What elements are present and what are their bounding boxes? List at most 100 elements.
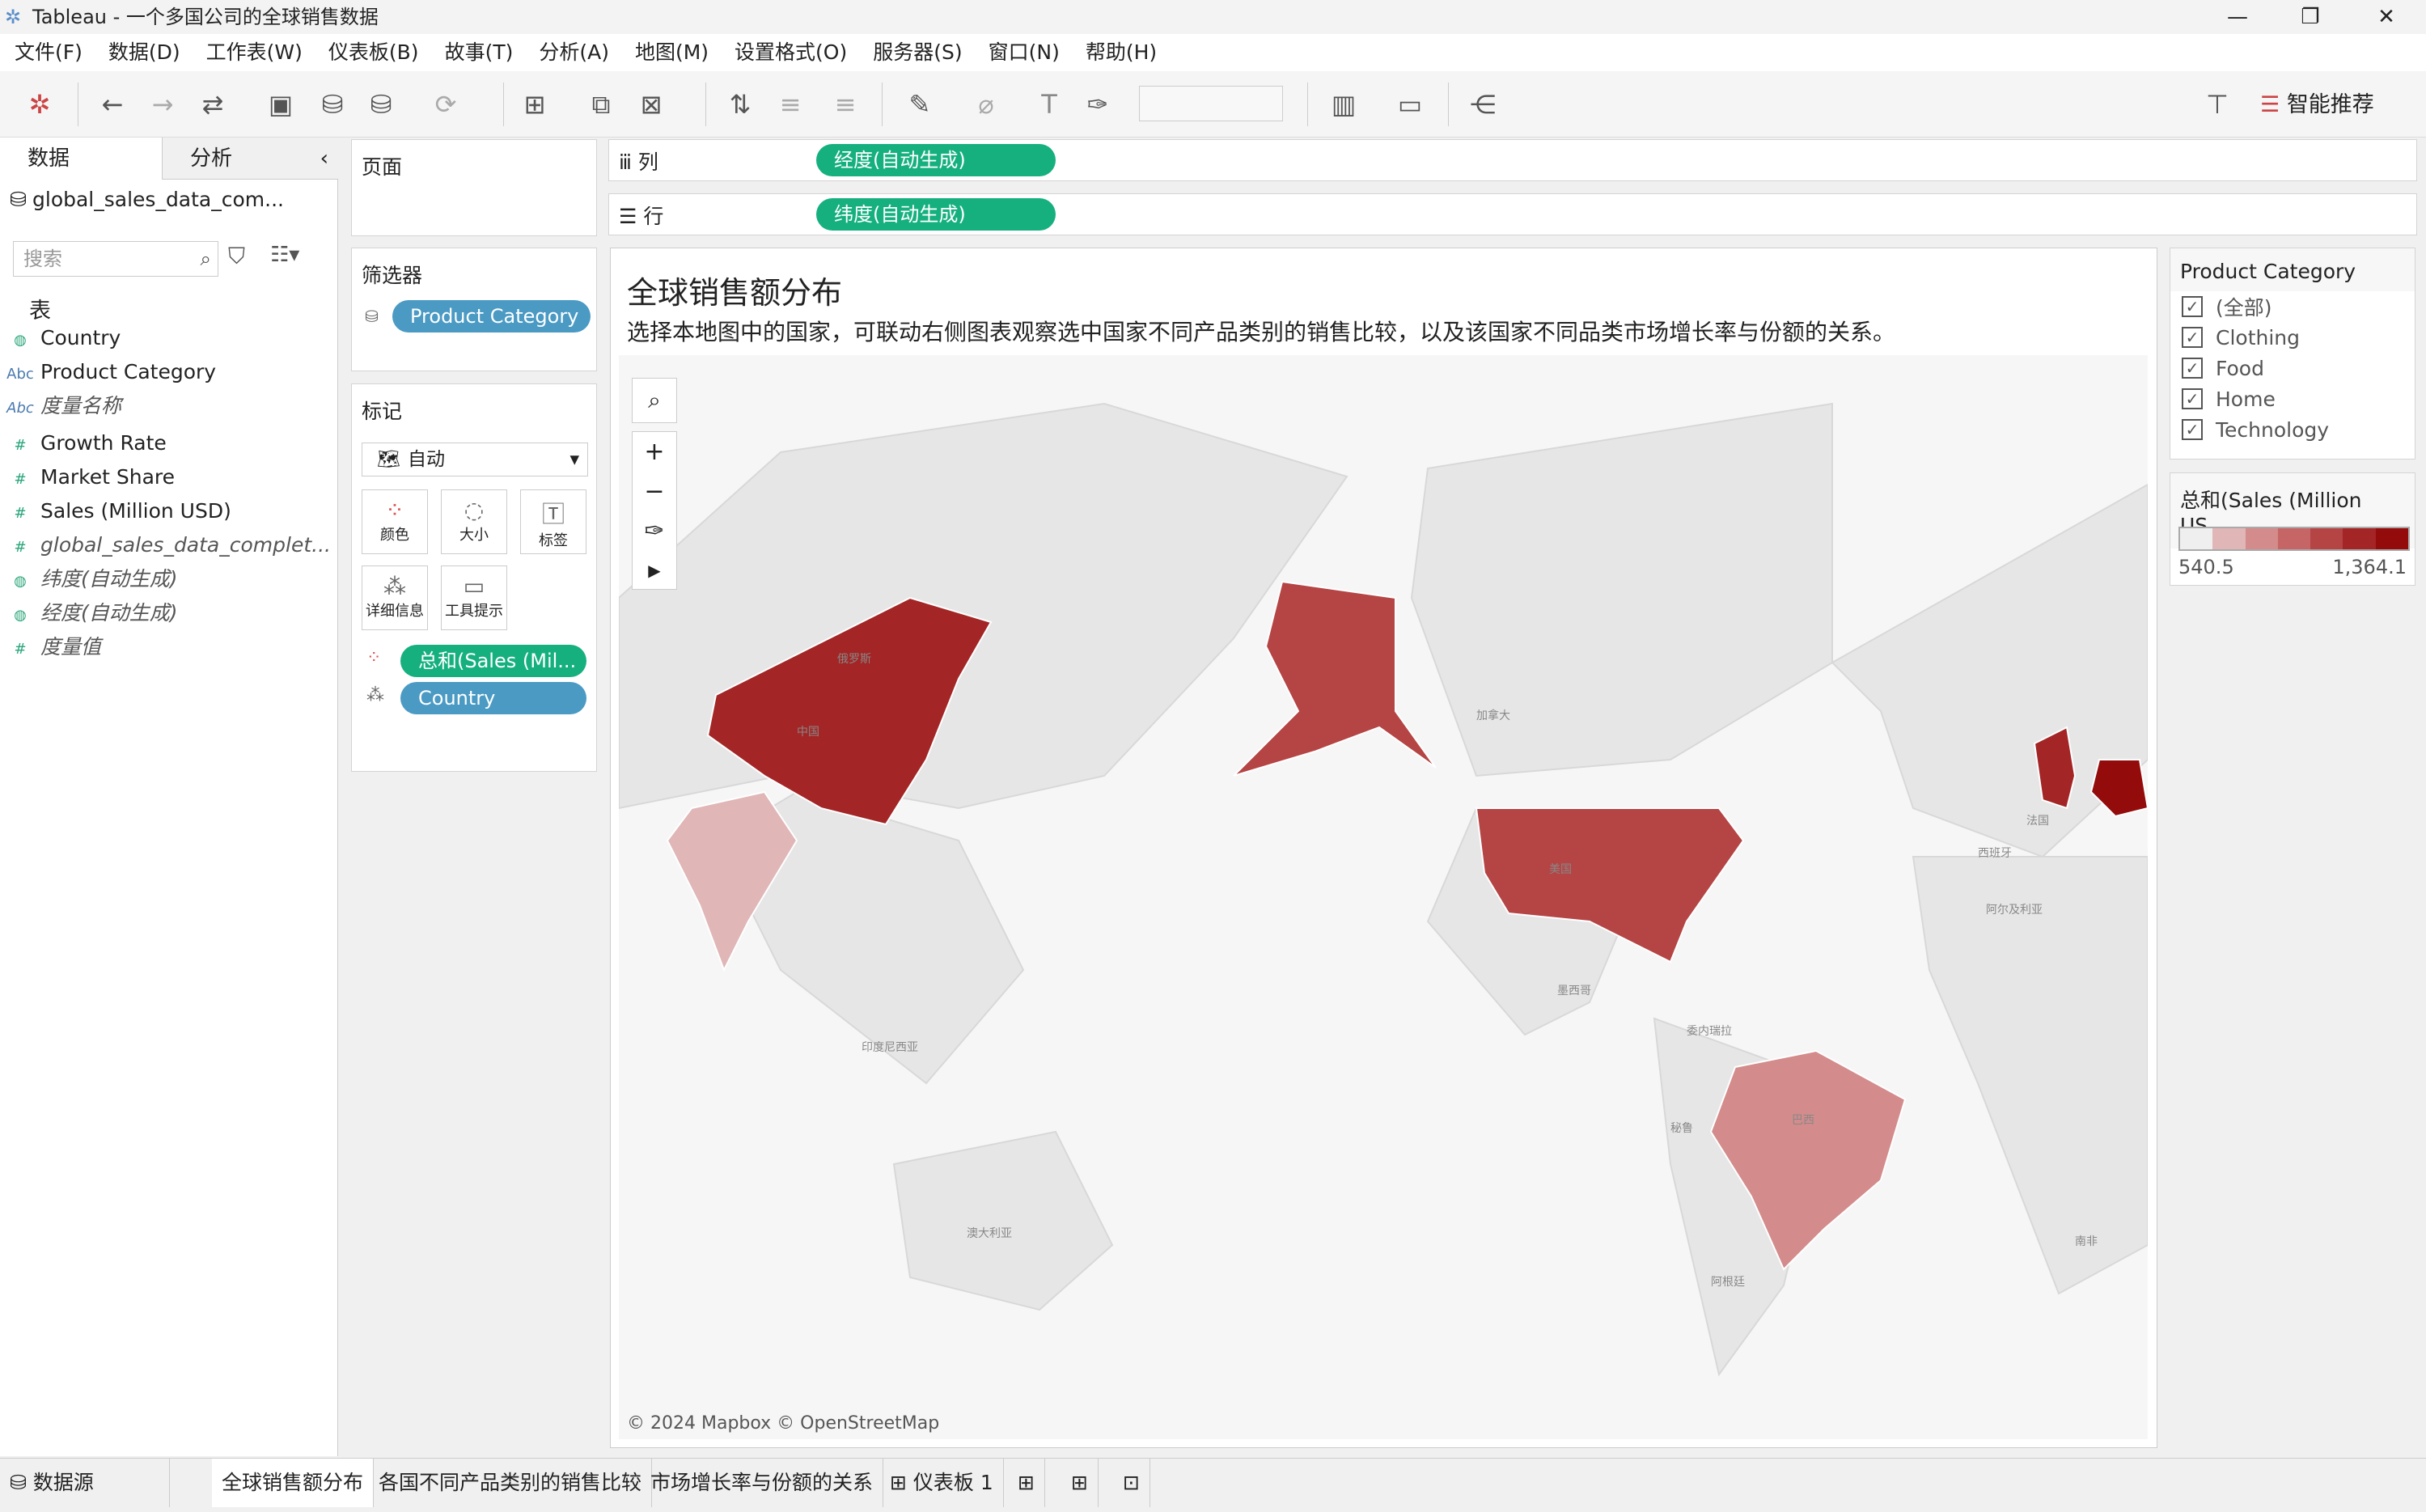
filter-icon[interactable]: ⛉ (228, 243, 246, 269)
menu-analysis[interactable]: 分析(A) (539, 40, 609, 64)
rows-shelf[interactable]: ☰ 行 纬度(自动生成) (608, 193, 2417, 235)
field-item[interactable]: ◍ Country (0, 322, 332, 354)
sort-asc-icon[interactable]: ≡ (779, 89, 802, 120)
checkbox-icon[interactable]: ✓ (2182, 296, 2203, 317)
color-button[interactable]: ⁘ 颜色 (362, 489, 428, 554)
field-item[interactable]: # Sales (Million USD) (0, 495, 332, 527)
smart-recommend-button[interactable]: ☰ 智能推荐 (2260, 89, 2374, 121)
filter-option[interactable]: ✓ Food (2170, 353, 2415, 383)
marks-pill-sales[interactable]: 总和(Sales (Mil... (400, 645, 586, 677)
zoom-out-button[interactable]: − (644, 477, 665, 506)
columns-pill-longitude[interactable]: 经度(自动生成) (816, 144, 1056, 176)
tab-data[interactable]: 数据 (0, 138, 162, 180)
field-item[interactable]: Abc 度量名称 (0, 390, 332, 422)
group-icon[interactable]: ⌀ (978, 89, 994, 120)
menu-map[interactable]: 地图(M) (634, 40, 709, 64)
country-region-alaska[interactable] (1233, 580, 1437, 777)
menu-format[interactable]: 设置格式(O) (735, 40, 848, 64)
filter-option[interactable]: ✓ Clothing (2170, 322, 2415, 353)
pin-icon[interactable]: ✑ (1086, 89, 1109, 120)
filter-option[interactable]: ✓ Home (2170, 383, 2415, 414)
menu-story[interactable]: 故事(T) (444, 40, 514, 64)
redo-icon[interactable]: → (151, 89, 174, 120)
field-item[interactable]: # global_sales_data_complet... (0, 529, 332, 561)
swap-icon[interactable]: ⇅ (729, 89, 752, 120)
field-item[interactable]: # Market Share (0, 461, 332, 493)
field-item[interactable]: # Growth Rate (0, 427, 332, 460)
field-item[interactable]: Abc Product Category (0, 356, 332, 388)
share-icon[interactable]: ⋲ (1470, 89, 1496, 120)
label-icon[interactable]: T (1041, 89, 1057, 120)
minimize-button[interactable]: — (2227, 5, 2248, 29)
replay-icon[interactable]: ⇄ (201, 89, 224, 120)
label-button[interactable]: 🅃 标签 (520, 489, 586, 554)
country-region-uk[interactable] (2033, 726, 2077, 810)
restore-button[interactable]: ❐ (2301, 5, 2320, 29)
presentation-icon[interactable]: ▭ (1397, 89, 1423, 120)
menu-server[interactable]: 服务器(S) (873, 40, 963, 64)
refresh-icon[interactable]: ⟳ (434, 89, 457, 120)
menu-window[interactable]: 窗口(N) (988, 40, 1060, 64)
play-icon[interactable]: ▶ (648, 561, 661, 580)
show-cards-icon[interactable]: ▥ (1331, 89, 1357, 120)
duplicate-sheet-icon[interactable]: ⧉ (591, 89, 611, 120)
field-item[interactable]: ◍ 纬度(自动生成) (0, 563, 332, 595)
checkbox-icon[interactable]: ✓ (2182, 388, 2203, 409)
new-story-button[interactable]: ⊡ (1113, 1459, 1150, 1507)
country-region-germany[interactable] (2089, 759, 2148, 818)
zoom-in-button[interactable]: + (644, 438, 665, 466)
highlight-icon[interactable]: ✎ (908, 89, 931, 120)
tableau-home-icon[interactable]: ✲ (28, 89, 51, 120)
clear-sheet-icon[interactable]: ⊠ (640, 89, 663, 120)
filter-pill-product-category[interactable]: Product Category (392, 300, 591, 332)
sheet-tab[interactable]: 全球销售额分布 (212, 1459, 375, 1507)
field-item[interactable]: ◍ 经度(自动生成) (0, 597, 332, 629)
menu-worksheet[interactable]: 工作表(W) (205, 40, 303, 64)
filter-option[interactable]: ✓ (全部) (2170, 291, 2415, 322)
checkbox-icon[interactable]: ✓ (2182, 327, 2203, 348)
pause-updates-icon[interactable]: ⛁ (370, 89, 392, 120)
filter-option[interactable]: ✓ Technology (2170, 414, 2415, 445)
country-region-usa[interactable] (1475, 807, 1745, 964)
filters-card[interactable]: 筛选器 ⛁ Product Category (351, 248, 597, 371)
dashboard-tab[interactable]: ⊞ 仪表板 1 (880, 1459, 1004, 1507)
new-worksheet-button[interactable]: ⊞ (1008, 1459, 1045, 1507)
collapse-icon[interactable]: ‹ (320, 146, 328, 171)
map-search-button[interactable]: ⌕ (632, 378, 677, 423)
country-region-india[interactable] (666, 790, 798, 972)
datasource-tab[interactable]: ⛁ 数据源 (0, 1459, 170, 1507)
pages-card[interactable]: 页面 (351, 139, 597, 236)
country-region-brazil[interactable] (1709, 1049, 1907, 1271)
rows-pill-latitude[interactable]: 纬度(自动生成) (816, 198, 1056, 231)
new-datasource-icon[interactable]: ⛁ (321, 89, 344, 120)
menu-data[interactable]: 数据(D) (108, 40, 180, 64)
view-options-icon[interactable]: ☷▾ (270, 243, 300, 267)
field-item[interactable]: # 度量值 (0, 631, 332, 663)
format-painter-icon[interactable]: ⊤ (2206, 89, 2229, 120)
detail-button[interactable]: ⁂ 详细信息 (362, 565, 428, 630)
new-dashboard-button[interactable]: ⊞ (1061, 1459, 1099, 1507)
fit-dropdown[interactable] (1139, 86, 1283, 121)
sort-desc-icon[interactable]: ≡ (834, 89, 857, 120)
columns-shelf[interactable]: ⅲ 列 经度(自动生成) (608, 139, 2417, 181)
mark-type-dropdown[interactable]: 🗺 自动 ▾ (362, 443, 588, 476)
menu-help[interactable]: 帮助(H) (1085, 40, 1158, 64)
sheet-tab[interactable]: 各国不同产品类别的销售比较 (369, 1459, 653, 1507)
checkbox-icon[interactable]: ✓ (2182, 419, 2203, 440)
menu-dashboard[interactable]: 仪表板(B) (328, 40, 419, 64)
close-button[interactable]: ✕ (2377, 5, 2395, 29)
save-icon[interactable]: ▣ (268, 89, 294, 120)
pin-map-icon[interactable]: ✑ (644, 517, 665, 545)
tab-analysis[interactable]: 分析 ‹ (162, 138, 338, 180)
new-worksheet-icon[interactable]: ⊞ (523, 89, 546, 120)
sheet-tab[interactable]: 市场增长率与份额的关系 (641, 1459, 884, 1507)
country-region-china[interactable] (706, 596, 993, 826)
datasource-item[interactable]: ⛁ global_sales_data_com... (10, 188, 284, 211)
checkbox-icon[interactable]: ✓ (2182, 358, 2203, 379)
tooltip-button[interactable]: ▭ 工具提示 (441, 565, 507, 630)
undo-icon[interactable]: ← (101, 89, 124, 120)
marks-pill-country[interactable]: Country (400, 682, 586, 714)
size-button[interactable]: ◌ 大小 (441, 489, 507, 554)
search-input[interactable]: 搜索 ⌕ (13, 241, 218, 277)
